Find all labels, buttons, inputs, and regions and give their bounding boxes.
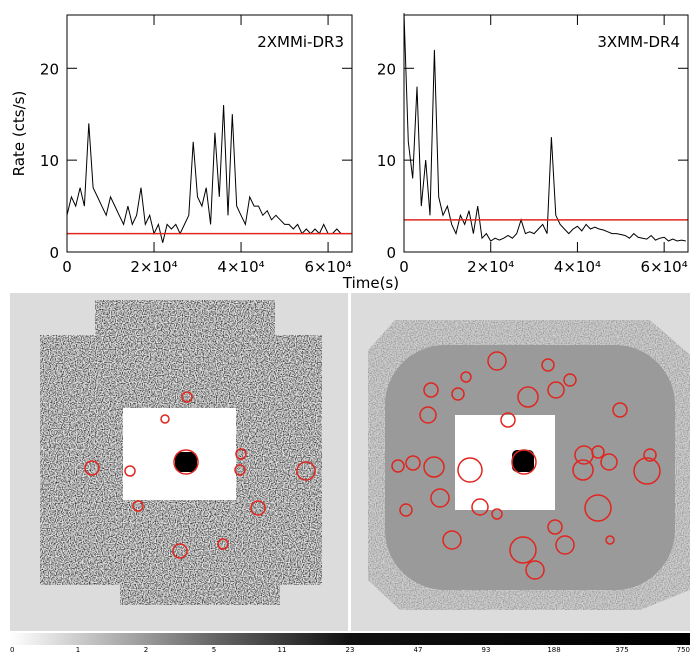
x-tick-label: 0 — [62, 258, 72, 276]
y-tick-label: 20 — [377, 60, 396, 78]
annotation: 3XMM-DR4 — [597, 33, 680, 51]
colorbar-label: 47 — [414, 646, 423, 653]
y-tick-label: 0 — [49, 244, 59, 262]
y-tick-label: 20 — [40, 60, 59, 78]
colorbar-label: 2 — [144, 646, 148, 653]
colorbar-label: 1 — [76, 646, 80, 653]
source-circles — [84, 351, 661, 580]
light-curve — [403, 13, 686, 242]
colorbar-label: 750 — [677, 646, 690, 653]
colorbar-label: 375 — [615, 646, 628, 653]
annotation: 2XMMi-DR3 — [257, 33, 344, 51]
colorbar-label: 93 — [482, 646, 491, 653]
x-tick-label: 4×10⁴ — [217, 258, 264, 276]
colorbar-label: 0 — [10, 646, 14, 653]
plot-frame — [66, 14, 353, 253]
colorbar-label: 23 — [346, 646, 355, 653]
y-tick-label: 0 — [386, 244, 396, 262]
chip-gap — [455, 415, 555, 510]
colorbar-label: 11 — [278, 646, 287, 653]
image-panels — [10, 293, 690, 645]
colorbar-label: 188 — [547, 646, 560, 653]
y-tick-label: 10 — [377, 152, 396, 170]
x-tick-label: 6×10⁴ — [641, 258, 688, 276]
x-tick-label: 2×10⁴ — [467, 258, 514, 276]
exposure-left — [40, 300, 322, 605]
bright-source — [175, 452, 197, 472]
colorbar — [10, 633, 690, 645]
x-tick-label: 6×10⁴ — [304, 258, 351, 276]
x-tick-label: 4×10⁴ — [554, 258, 601, 276]
y-axis-label: Rate (cts/s) — [10, 91, 28, 177]
x-tick-label: 2×10⁴ — [130, 258, 177, 276]
x-tick-label: 0 — [399, 258, 409, 276]
colorbar-label: 5 — [212, 646, 216, 653]
plot-frame — [403, 14, 689, 253]
light-curve — [66, 104, 350, 243]
y-tick-label: 10 — [40, 152, 59, 170]
x-axis-label: Time(s) — [342, 274, 399, 292]
bright-source — [512, 450, 534, 472]
